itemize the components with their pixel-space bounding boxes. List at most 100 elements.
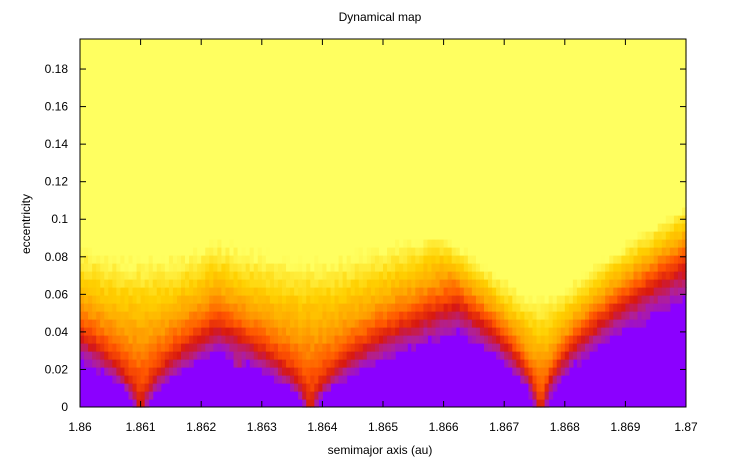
heatmap-cell — [112, 367, 117, 376]
heatmap-cell — [492, 335, 497, 344]
heatmap-cell — [528, 103, 534, 112]
heatmap-cell — [645, 103, 651, 112]
heatmap-cell — [306, 95, 311, 104]
heatmap-cell — [374, 103, 380, 112]
heatmap-cell — [641, 143, 647, 152]
heatmap-cell — [277, 111, 283, 120]
heatmap-cell — [209, 95, 214, 104]
heatmap-cell — [512, 183, 517, 192]
heatmap-cell — [378, 319, 384, 328]
heatmap-cell — [233, 215, 239, 224]
heatmap-cell — [354, 303, 360, 312]
heatmap-cell — [152, 119, 158, 128]
heatmap-cell — [548, 119, 554, 128]
heatmap-cell — [205, 127, 210, 136]
heatmap-cell — [548, 127, 554, 136]
heatmap-cell — [334, 351, 340, 360]
heatmap-cell — [597, 215, 602, 224]
heatmap-cell — [496, 351, 501, 360]
heatmap-cell — [205, 143, 210, 152]
heatmap-cell — [108, 143, 113, 152]
heatmap-cell — [451, 191, 457, 200]
heatmap-cell — [189, 175, 194, 184]
heatmap-cell — [84, 151, 89, 160]
heatmap-cell — [201, 103, 206, 112]
heatmap-cell — [580, 295, 586, 304]
heatmap-cell — [346, 119, 352, 128]
heatmap-cell — [512, 303, 517, 312]
heatmap-cell — [350, 103, 356, 112]
heatmap-cell — [132, 111, 138, 120]
heatmap-cell — [241, 351, 247, 360]
heatmap-cell — [455, 103, 461, 112]
heatmap-cell — [342, 263, 348, 272]
heatmap-cell — [637, 311, 643, 320]
heatmap-cell — [298, 359, 303, 368]
heatmap-cell — [318, 247, 323, 256]
heatmap-cell — [120, 311, 126, 320]
heatmap-cell — [411, 199, 416, 208]
heatmap-cell — [100, 175, 105, 184]
heatmap-cell — [637, 159, 643, 168]
heatmap-cell — [273, 359, 279, 368]
heatmap-cell — [471, 279, 477, 288]
heatmap-cell — [318, 279, 323, 288]
heatmap-cell — [334, 175, 340, 184]
heatmap-cell — [181, 343, 186, 352]
heatmap-cell — [354, 159, 360, 168]
heatmap-cell — [80, 183, 85, 192]
heatmap-cell — [633, 247, 639, 256]
heatmap-cell — [253, 199, 259, 208]
heatmap-cell — [585, 255, 590, 264]
heatmap-cell — [500, 111, 505, 120]
heatmap-cell — [374, 303, 380, 312]
heatmap-cell — [265, 343, 271, 352]
heatmap-cell — [415, 271, 420, 280]
heatmap-cell — [568, 295, 574, 304]
heatmap-cell — [176, 287, 182, 296]
heatmap-cell — [217, 159, 222, 168]
heatmap-cell — [225, 143, 231, 152]
heatmap-cell — [496, 335, 501, 344]
heatmap-cell — [326, 279, 332, 288]
heatmap-cell — [350, 119, 356, 128]
heatmap-cell — [132, 327, 138, 336]
heatmap-cell — [314, 303, 319, 312]
heatmap-cell — [241, 263, 247, 272]
heatmap-cell — [374, 343, 380, 352]
heatmap-cell — [136, 111, 142, 120]
heatmap-cell — [120, 263, 126, 272]
heatmap-cell — [585, 215, 590, 224]
heatmap-cell — [370, 119, 376, 128]
heatmap-cell — [443, 311, 449, 320]
heatmap-cell — [568, 239, 574, 248]
heatmap-cell — [488, 311, 493, 320]
heatmap-cell — [354, 343, 360, 352]
heatmap-cell — [431, 199, 437, 208]
heatmap-cell — [423, 223, 429, 232]
heatmap-cell — [516, 311, 521, 320]
heatmap-cell — [484, 183, 489, 192]
heatmap-cell — [156, 151, 162, 160]
heatmap-cell — [387, 151, 392, 160]
heatmap-cell — [92, 199, 97, 208]
heatmap-cell — [532, 303, 538, 312]
heatmap-cell — [439, 127, 445, 136]
heatmap-cell — [516, 215, 521, 224]
heatmap-cell — [201, 175, 206, 184]
heatmap-cell — [144, 327, 150, 336]
heatmap-cell — [152, 199, 158, 208]
heatmap-cell — [564, 151, 570, 160]
heatmap-cell — [100, 271, 105, 280]
heatmap-cell — [411, 119, 416, 128]
heatmap-cell — [463, 119, 469, 128]
heatmap-cell — [524, 135, 530, 144]
heatmap-cell — [585, 335, 590, 344]
heatmap-cell — [407, 271, 412, 280]
heatmap-cell — [637, 271, 643, 280]
heatmap-cell — [241, 231, 247, 240]
heatmap-cell — [290, 111, 295, 120]
heatmap-cell — [564, 279, 570, 288]
heatmap-cell — [621, 135, 626, 144]
heatmap-cell — [669, 191, 675, 200]
